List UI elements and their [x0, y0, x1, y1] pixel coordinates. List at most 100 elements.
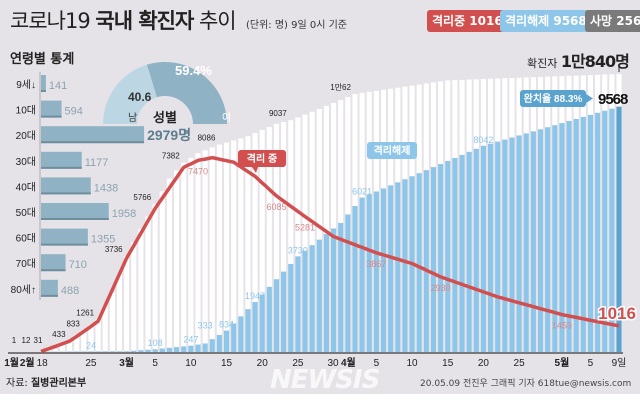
age-bar [41, 228, 88, 246]
age-bar-shadow [41, 166, 82, 169]
confirmed-bar [131, 242, 137, 352]
x-tick-label: 18 [37, 358, 49, 369]
confirmed-bar [109, 292, 115, 352]
released-label: 24 [86, 340, 96, 350]
released-bar [338, 222, 344, 352]
confirmed-bar [330, 102, 337, 352]
released-bar [330, 228, 337, 352]
female-label: 여 [222, 112, 231, 124]
released-bar [359, 197, 365, 352]
unit-note: (단위: 명) 9일 0시 기준 [246, 20, 348, 31]
released-bar [566, 121, 572, 352]
released-bar [587, 114, 594, 352]
released-bar [145, 349, 151, 352]
released-bar [537, 129, 544, 352]
age-category-label: 20대 [16, 130, 36, 142]
released-label: 8042 [473, 135, 493, 145]
age-category-label: 70대 [16, 258, 36, 270]
age-bar [41, 177, 91, 195]
total-value: 1만840명 [560, 52, 630, 71]
age-bar [41, 100, 62, 118]
released-bar [573, 118, 579, 353]
age-value-label: 488 [61, 285, 79, 297]
early-value-label: 12 [22, 336, 31, 345]
released-bar [309, 245, 315, 352]
confirmed-bar [202, 150, 208, 352]
age-bar-shadow [41, 192, 91, 195]
released-bar [316, 239, 322, 352]
age-value-label: 2979명 [147, 127, 191, 143]
released-bar [124, 351, 130, 352]
recovery-rate-tag [520, 90, 586, 107]
confirmed-label: 9037 [269, 109, 287, 118]
x-tick-label: 3월 [119, 357, 134, 369]
age-category-label: 9세↓ [16, 79, 36, 91]
isolation-label: 3867 [366, 259, 386, 269]
age-bar [41, 279, 58, 297]
released-bar [95, 351, 101, 352]
confirmed-bar [238, 138, 244, 352]
released-bar [252, 302, 258, 352]
confirmed-bar [209, 147, 215, 352]
released-bar [495, 141, 501, 352]
x-tick-label: 25 [85, 358, 97, 369]
isolation-label: 2930 [431, 283, 451, 293]
confirmed-bar [188, 157, 194, 352]
source: 자료: 질병관리본부 [6, 374, 86, 389]
page-title: 코로나19 국내 확진자 추이 [10, 5, 237, 35]
confirmed-bar [295, 117, 301, 352]
total-confirmed: 확진자 1만840명 [527, 48, 630, 72]
confirmed-bar [273, 123, 280, 352]
age-bar-shadow [41, 90, 46, 92]
released-bar [181, 346, 187, 352]
age-bar-shadow [41, 243, 88, 246]
released-bar [480, 145, 486, 352]
confirmed-bar [259, 130, 265, 352]
age-bar-shadow [41, 269, 66, 272]
x-tick-label: 5 [588, 358, 594, 369]
confirmed-bar [95, 319, 101, 352]
confirmed-bar [231, 140, 237, 352]
released-bar [209, 339, 215, 352]
released-label: 247 [183, 335, 198, 345]
released-bar [595, 112, 601, 352]
age-chart-title: 연령별 통계 [10, 52, 75, 67]
x-tick-label: 10 [406, 358, 418, 369]
released-label: 3730 [288, 245, 308, 255]
x-tick-label: 4월 [341, 357, 356, 369]
age-bar [41, 75, 46, 92]
released-bar [487, 143, 494, 352]
released-bar [438, 164, 444, 352]
confirmed-label: 1만62 [330, 83, 351, 92]
confirmed-bar [245, 136, 251, 352]
released-bar [166, 347, 173, 352]
x-month-label: 2월 [20, 357, 35, 369]
confirmed-label: 433 [52, 330, 66, 339]
badge-released: 격리해제 9568 [500, 10, 592, 32]
released-bar [116, 351, 123, 352]
age-value-label: 1177 [85, 157, 109, 169]
released-bar [552, 125, 558, 352]
x-month-label: 1월 [4, 357, 19, 369]
released-bar [459, 154, 465, 352]
age-category-label: 10대 [16, 105, 36, 117]
released-bar [380, 188, 387, 352]
released-bar [131, 350, 137, 352]
confirmed-bar [309, 111, 315, 353]
released-bar [445, 161, 451, 352]
confirmed-bar [323, 105, 330, 352]
released-bar [202, 343, 208, 352]
confirmed-bar [288, 120, 294, 353]
age-bar [41, 254, 66, 272]
released-bar [159, 348, 165, 352]
released-bar [323, 234, 330, 352]
confirmed-bar [174, 170, 180, 352]
confirmed-bar [81, 330, 87, 352]
confirmed-bar [124, 256, 130, 352]
x-tick-label: 5월 [555, 357, 570, 369]
released-bar [530, 131, 536, 352]
released-bar [473, 148, 479, 352]
title-bold: 국내 확진자 [95, 9, 194, 33]
confirmed-bar [223, 142, 230, 352]
released-bar [402, 179, 408, 352]
